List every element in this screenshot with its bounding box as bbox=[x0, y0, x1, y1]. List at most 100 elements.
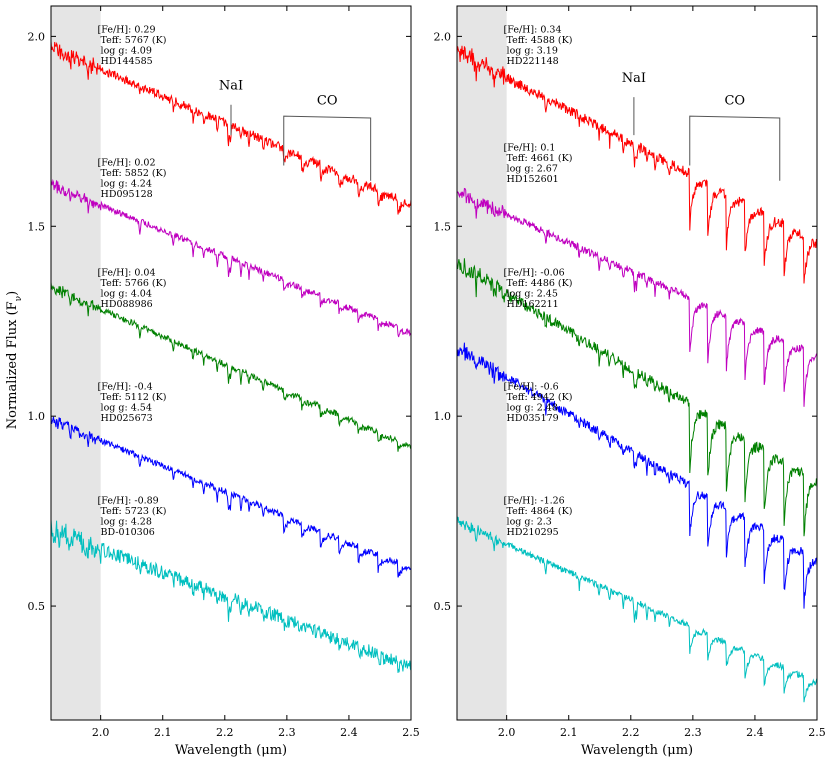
annotation-feh: [Fe/H]: -0.6 bbox=[504, 382, 559, 393]
annotation-teff: Teff: 4661 (K) bbox=[507, 153, 573, 164]
y-tick-label: 1.0 bbox=[28, 410, 46, 423]
annotation-logg: log g: 4.04 bbox=[101, 289, 152, 300]
annotation-hd095128: [Fe/H]: 0.02 Teff: 5852 (K) log g: 4.24 HD0… bbox=[98, 158, 167, 201]
y-tick-label: 1.0 bbox=[434, 410, 452, 423]
x-tick-label: 2.1 bbox=[154, 726, 172, 739]
annotation-feh: [Fe/H]: 0.04 bbox=[98, 268, 156, 279]
x-tick-label: 2.4 bbox=[746, 726, 764, 739]
annotation-teff: Teff: 5767 (K) bbox=[101, 35, 167, 46]
feature-bracket-co bbox=[283, 115, 372, 181]
annotation-star: HD025673 bbox=[101, 413, 153, 424]
annotation-logg: log g: 2.3 bbox=[507, 517, 552, 528]
annotation-teff: Teff: 4864 (K) bbox=[507, 506, 573, 517]
y-tick-label: 1.5 bbox=[434, 220, 452, 233]
annotation-logg: log g: 4.09 bbox=[101, 46, 152, 57]
annotation-hd152601: [Fe/H]: 0.1 Teff: 4661 (K) log g: 2.67 HD15… bbox=[504, 142, 573, 185]
x-tick-label: 2.0 bbox=[498, 726, 516, 739]
annotation-logg: log g: 2.45 bbox=[507, 289, 558, 300]
annotation-star: HD162211 bbox=[507, 299, 559, 310]
x-tick-label: 2.4 bbox=[340, 726, 358, 739]
spectrum-line-hd210295 bbox=[457, 516, 817, 703]
y-tick-label: 2.0 bbox=[434, 30, 452, 43]
annotation-teff: Teff: 4486 (K) bbox=[507, 278, 573, 289]
annotation-feh: [Fe/H]: 0.34 bbox=[504, 25, 562, 36]
x-tick-label: 2.5 bbox=[808, 726, 826, 739]
x-axis-label: Wavelength (μm) bbox=[581, 743, 693, 758]
annotation-star: BD-010306 bbox=[101, 527, 155, 538]
annotation-feh: [Fe/H]: -0.89 bbox=[98, 496, 159, 507]
annotation-feh: [Fe/H]: -0.4 bbox=[98, 382, 153, 393]
annotation-logg: log g: 4.24 bbox=[101, 179, 152, 190]
annotation-teff: Teff: 5112 (K) bbox=[101, 392, 167, 403]
y-tick-label: 1.5 bbox=[28, 220, 46, 233]
annotation-hd221148: [Fe/H]: 0.34 Teff: 4588 (K) log g: 3.19 HD2… bbox=[504, 25, 573, 68]
x-tick-label: 2.3 bbox=[278, 726, 296, 739]
annotation-star: HD095128 bbox=[101, 189, 153, 200]
y-axis-label-main: Normalized Flux (F bbox=[5, 301, 20, 429]
annotation-hd144585: [Fe/H]: 0.29 Teff: 5767 (K) log g: 4.09 HD1… bbox=[98, 25, 167, 68]
left-panel: [Fe/H]: 0.29 Teff: 5767 (K) log g: 4.09 HD1… bbox=[28, 5, 420, 758]
annotation-teff: Teff: 5852 (K) bbox=[101, 168, 167, 179]
feature-label-nai: NaI bbox=[622, 71, 646, 86]
y-tick-label: 2.0 bbox=[28, 30, 46, 43]
y-tick-label: 0.5 bbox=[434, 600, 452, 613]
annotation-feh: [Fe/H]: -1.26 bbox=[504, 496, 565, 507]
annotation-logg: log g: 2.67 bbox=[507, 163, 558, 174]
shaded-region bbox=[51, 6, 101, 720]
annotation-star: HD035179 bbox=[507, 413, 559, 424]
annotation-hd088986: [Fe/H]: 0.04 Teff: 5766 (K) log g: 4.04 HD0… bbox=[98, 268, 167, 311]
feature-bracket-co bbox=[689, 115, 781, 181]
annotation-star: HD152601 bbox=[507, 174, 559, 185]
annotation-star: HD088986 bbox=[101, 299, 153, 310]
annotation-teff: Teff: 4942 (K) bbox=[507, 392, 573, 403]
y-tick-label: 0.5 bbox=[28, 600, 46, 613]
spectrum-line-bd-010306 bbox=[51, 519, 411, 673]
plot-frame bbox=[456, 5, 818, 721]
x-tick-label: 2.0 bbox=[92, 726, 110, 739]
feature-label-co: CO bbox=[724, 94, 745, 109]
annotation-teff: Teff: 4588 (K) bbox=[507, 35, 573, 46]
annotation-logg: log g: 4.28 bbox=[101, 517, 152, 528]
x-axis-label: Wavelength (μm) bbox=[175, 743, 287, 758]
annotation-feh: [Fe/H]: -0.06 bbox=[504, 268, 565, 279]
spectra-group bbox=[457, 45, 817, 703]
annotation-logg: log g: 2.48 bbox=[507, 403, 558, 414]
annotation-teff: Teff: 5723 (K) bbox=[101, 506, 167, 517]
spectrum-line-hd152601 bbox=[457, 187, 817, 407]
annotation-hd035179: [Fe/H]: -0.6 Teff: 4942 (K) log g: 2.48 HD0… bbox=[504, 382, 573, 425]
x-tick-label: 2.5 bbox=[402, 726, 420, 739]
right-panel: [Fe/H]: 0.34 Teff: 4588 (K) log g: 3.19 HD2… bbox=[434, 5, 826, 758]
spectrum-line-hd025673 bbox=[51, 415, 411, 578]
feature-label-co: CO bbox=[317, 94, 338, 109]
spectrum-line-hd088986 bbox=[51, 282, 411, 452]
annotation-hd025673: [Fe/H]: -0.4 Teff: 5112 (K) log g: 4.54 HD0… bbox=[98, 382, 167, 425]
y-axis-label-sub: ν bbox=[14, 296, 24, 301]
annotation-feh: [Fe/H]: 0.02 bbox=[98, 158, 156, 169]
y-axis-label-close: ) bbox=[5, 291, 20, 296]
annotation-hd210295: [Fe/H]: -1.26 Teff: 4864 (K) log g: 2.3 HD2… bbox=[504, 496, 573, 539]
annotation-feh: [Fe/H]: 0.29 bbox=[98, 25, 156, 36]
x-tick-label: 2.2 bbox=[622, 726, 640, 739]
annotation-star: HD144585 bbox=[101, 56, 153, 67]
y-axis-label: Normalized Flux (Fν) bbox=[5, 291, 24, 429]
spectrum-line-hd035179 bbox=[457, 342, 817, 609]
annotation-star: HD210295 bbox=[507, 527, 559, 538]
annotation-star: HD221148 bbox=[507, 56, 559, 67]
spectrum-line-hd162211 bbox=[457, 258, 817, 537]
annotation-logg: log g: 3.19 bbox=[507, 46, 558, 57]
annotation-hd162211: [Fe/H]: -0.06 Teff: 4486 (K) log g: 2.45 HD… bbox=[504, 268, 573, 311]
x-tick-label: 2.2 bbox=[216, 726, 234, 739]
annotation-bd-010306: [Fe/H]: -0.89 Teff: 5723 (K) log g: 4.28 BD… bbox=[98, 496, 167, 539]
spectrum-line-hd144585 bbox=[51, 41, 411, 215]
annotation-logg: log g: 4.54 bbox=[101, 403, 152, 414]
spectrum-line-hd095128 bbox=[51, 178, 411, 338]
spectrum-line-hd221148 bbox=[457, 45, 817, 284]
x-tick-label: 2.1 bbox=[560, 726, 578, 739]
annotation-feh: [Fe/H]: 0.1 bbox=[504, 142, 556, 153]
plot-frame bbox=[50, 5, 412, 721]
feature-label-nai: NaI bbox=[219, 79, 243, 94]
annotation-teff: Teff: 5766 (K) bbox=[101, 278, 167, 289]
x-tick-label: 2.3 bbox=[684, 726, 702, 739]
spectra-group bbox=[51, 41, 411, 673]
